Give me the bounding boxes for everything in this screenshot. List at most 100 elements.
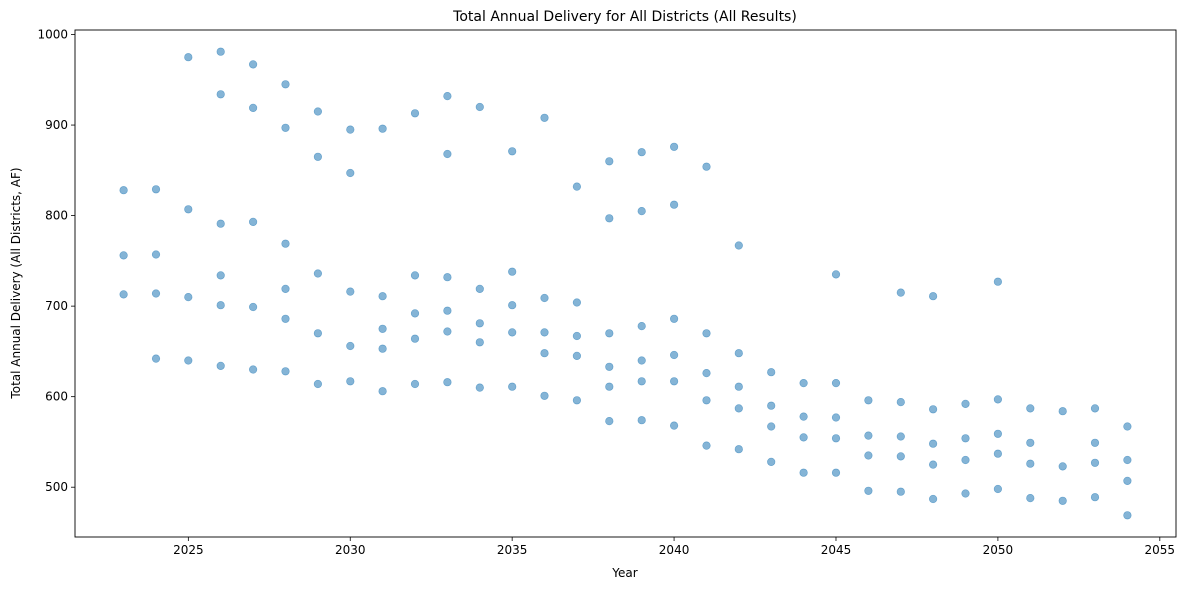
data-point-90 [669, 377, 679, 386]
data-point-109 [799, 468, 808, 477]
data-point-71 [572, 331, 582, 341]
x-tick-label-6: 2055 [1145, 543, 1176, 557]
data-point-128 [928, 494, 938, 504]
data-point-133 [993, 277, 1003, 286]
data-point-22 [281, 80, 290, 89]
data-point-100 [734, 404, 743, 413]
data-point-143 [1058, 462, 1067, 471]
data-point-152 [1123, 511, 1132, 520]
data-point-75 [605, 214, 614, 223]
data-point-146 [1090, 438, 1100, 447]
data-point-85 [637, 416, 646, 425]
data-point-51 [443, 306, 452, 315]
data-point-45 [410, 309, 420, 318]
data-point-110 [831, 270, 841, 279]
data-point-39 [378, 292, 387, 301]
data-point-106 [799, 379, 808, 388]
y-tick-label-2: 700 [45, 299, 68, 313]
data-point-141 [1026, 494, 1035, 503]
data-point-120 [896, 398, 905, 407]
data-point-114 [831, 468, 841, 477]
data-point-98 [734, 349, 743, 358]
data-point-6 [151, 354, 161, 363]
data-point-50 [443, 273, 452, 282]
y-tick-label-5: 1000 [37, 28, 68, 42]
data-point-68 [540, 391, 549, 400]
data-point-52 [443, 327, 452, 336]
data-point-138 [1026, 404, 1035, 413]
data-point-27 [281, 367, 290, 376]
data-point-102 [767, 368, 776, 377]
data-point-115 [864, 396, 873, 405]
data-point-117 [864, 451, 873, 460]
data-point-57 [475, 338, 484, 347]
data-point-26 [281, 314, 290, 323]
data-point-136 [993, 449, 1003, 458]
x-tick-label-5: 2050 [983, 543, 1014, 557]
y-tick-label-4: 900 [45, 118, 68, 132]
data-point-46 [410, 334, 420, 343]
data-point-59 [508, 147, 517, 156]
data-point-147 [1090, 458, 1100, 467]
data-point-149 [1123, 422, 1132, 431]
x-tick-label-0: 2025 [173, 543, 204, 557]
data-point-35 [346, 287, 355, 296]
data-point-67 [540, 349, 549, 358]
x-tick-label-4: 2045 [821, 543, 852, 557]
data-point-79 [605, 417, 614, 426]
data-point-33 [346, 125, 355, 134]
data-point-30 [313, 269, 323, 278]
data-point-139 [1026, 438, 1035, 447]
data-point-89 [669, 350, 679, 360]
data-point-56 [475, 319, 484, 328]
data-point-88 [669, 314, 679, 323]
data-point-76 [605, 329, 614, 338]
data-point-70 [572, 298, 582, 307]
x-tick-label-1: 2030 [335, 543, 366, 557]
data-point-101 [734, 445, 743, 454]
chart-title: Total Annual Delivery for All Districts … [452, 9, 797, 25]
data-point-95 [702, 396, 711, 405]
data-point-11 [216, 47, 225, 56]
data-point-125 [928, 405, 938, 414]
data-point-134 [993, 395, 1003, 404]
data-point-14 [216, 271, 225, 280]
y-tick-label-1: 600 [45, 390, 68, 404]
data-point-18 [249, 103, 258, 112]
data-point-25 [281, 284, 290, 294]
data-point-150 [1123, 455, 1132, 465]
data-point-32 [313, 379, 323, 389]
data-point-127 [928, 460, 938, 469]
data-point-96 [702, 441, 711, 450]
data-point-151 [1123, 476, 1132, 486]
data-point-118 [864, 486, 873, 495]
data-point-63 [508, 382, 517, 391]
data-point-0 [119, 186, 128, 195]
data-point-91 [669, 421, 679, 430]
data-point-135 [993, 429, 1003, 438]
plot-frame [74, 29, 1177, 538]
data-point-65 [540, 293, 549, 303]
data-point-15 [216, 301, 225, 310]
data-points [119, 47, 1132, 520]
data-point-94 [702, 369, 711, 378]
data-point-28 [313, 107, 323, 116]
data-point-108 [799, 433, 808, 442]
data-point-112 [831, 413, 841, 422]
x-tick-label-3: 2040 [659, 543, 690, 557]
data-point-47 [410, 379, 420, 389]
data-point-130 [961, 434, 970, 443]
data-point-99 [734, 382, 743, 391]
data-point-78 [605, 382, 614, 391]
data-point-62 [508, 328, 517, 337]
data-point-73 [572, 396, 582, 405]
data-point-8 [184, 205, 193, 214]
data-point-60 [508, 267, 517, 276]
data-point-31 [313, 329, 323, 338]
data-point-36 [346, 341, 355, 351]
data-point-142 [1058, 407, 1067, 416]
data-point-144 [1058, 496, 1067, 505]
data-point-126 [928, 439, 938, 448]
data-point-55 [475, 284, 484, 294]
data-point-140 [1026, 459, 1035, 468]
